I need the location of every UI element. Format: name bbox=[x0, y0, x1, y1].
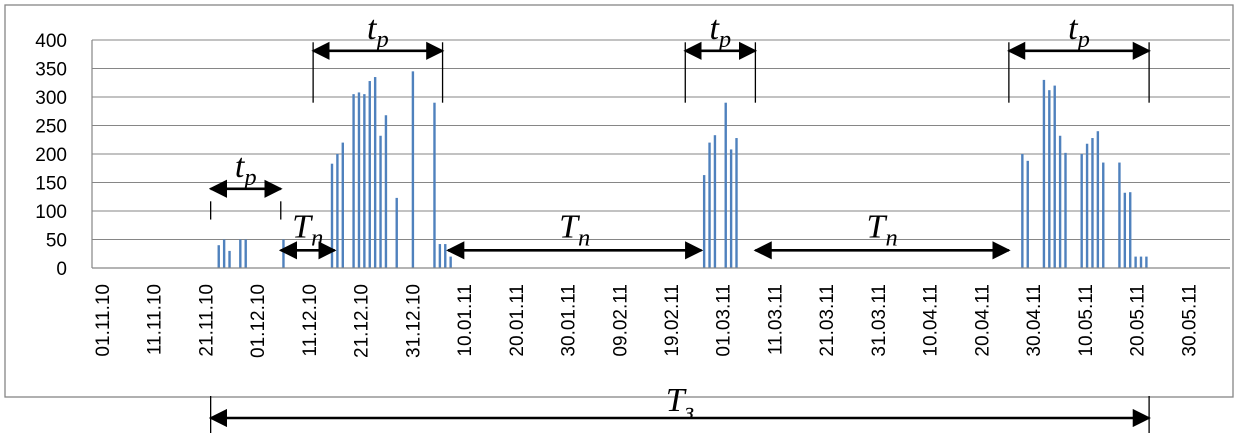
span-label: tp bbox=[709, 10, 731, 53]
x-axis-ticks: 01.11.10 11.11.10 21.11.10 01.12.10 11.12.10… bbox=[93, 284, 1200, 358]
x-tick-label: 31.12.10 bbox=[403, 284, 424, 358]
bar bbox=[239, 239, 242, 268]
bar bbox=[1053, 85, 1056, 268]
y-tick-label: 50 bbox=[46, 231, 67, 252]
bar bbox=[433, 102, 436, 268]
bar bbox=[1091, 138, 1094, 268]
bar bbox=[724, 102, 727, 268]
x-tick-label: 01.11.10 bbox=[93, 284, 114, 357]
bar bbox=[1123, 192, 1127, 268]
y-tick-label: 350 bbox=[35, 60, 67, 81]
bar bbox=[702, 175, 706, 268]
bar bbox=[1102, 162, 1105, 268]
bar bbox=[1118, 162, 1121, 268]
y-tick-label: 250 bbox=[35, 117, 67, 138]
x-tick-label: 31.03.11 bbox=[869, 284, 890, 357]
total-period-label: Tз bbox=[666, 382, 694, 425]
bar bbox=[336, 154, 339, 268]
y-tick-label: 400 bbox=[35, 31, 67, 52]
y-tick-label: 0 bbox=[56, 259, 67, 280]
x-tick-label: 20.05.11 bbox=[1128, 284, 1149, 357]
x-tick-label: 11.11.10 bbox=[145, 284, 166, 355]
bar bbox=[438, 244, 442, 268]
bar bbox=[1145, 256, 1148, 268]
bar bbox=[1042, 79, 1046, 269]
span-label: Tn bbox=[292, 208, 323, 251]
x-tick-label: 30.01.11 bbox=[559, 284, 580, 357]
bar bbox=[282, 239, 285, 268]
x-tick-label: 30.04.11 bbox=[1024, 284, 1045, 357]
bar bbox=[1048, 90, 1051, 268]
gridlines bbox=[92, 39, 1230, 240]
bar bbox=[449, 256, 452, 268]
x-tick-label: 10.05.11 bbox=[1076, 284, 1097, 357]
bar bbox=[373, 77, 377, 268]
bar bbox=[341, 142, 344, 268]
bar bbox=[1026, 160, 1029, 268]
bar bbox=[729, 149, 733, 268]
x-tick-label: 11.12.10 bbox=[300, 284, 321, 357]
bar bbox=[1085, 143, 1089, 268]
bar bbox=[352, 94, 355, 269]
bar bbox=[222, 239, 226, 268]
bar bbox=[330, 163, 334, 268]
x-tick-label: 21.03.11 bbox=[817, 284, 838, 357]
x-tick-label: 11.03.11 bbox=[765, 284, 786, 355]
span-label: tp bbox=[235, 148, 257, 191]
bar bbox=[1129, 192, 1132, 268]
x-tick-label: 30.05.11 bbox=[1179, 284, 1200, 357]
bar bbox=[1058, 135, 1062, 268]
bar bbox=[217, 245, 220, 268]
bar bbox=[1096, 131, 1100, 268]
bar bbox=[1064, 152, 1067, 268]
span-label: Tn bbox=[867, 208, 898, 251]
bar bbox=[1021, 154, 1024, 268]
x-tick-label: 01.03.11 bbox=[714, 284, 735, 357]
x-tick-label: 20.04.11 bbox=[972, 284, 993, 357]
bar-series bbox=[217, 71, 1148, 269]
span-label: tp bbox=[1068, 10, 1090, 53]
bar bbox=[244, 239, 247, 268]
bar bbox=[735, 138, 738, 268]
period-annotations: tp tp tp tp Tn Tn Tn Tз bbox=[208, 10, 1151, 433]
bar bbox=[1080, 154, 1083, 268]
bar bbox=[228, 250, 231, 268]
x-tick-label: 01.12.10 bbox=[248, 284, 269, 358]
y-tick-label: 150 bbox=[35, 174, 67, 195]
bar bbox=[708, 142, 711, 268]
bar bbox=[1139, 256, 1143, 268]
x-tick-label: 19.02.11 bbox=[662, 284, 683, 357]
x-tick-label: 09.02.11 bbox=[610, 284, 631, 357]
bar bbox=[368, 81, 371, 268]
bar bbox=[1134, 256, 1137, 268]
bar bbox=[411, 71, 415, 268]
x-tick-label: 10.01.11 bbox=[455, 284, 476, 357]
bar bbox=[444, 244, 447, 268]
x-tick-label: 21.12.10 bbox=[352, 284, 373, 358]
bar bbox=[713, 135, 717, 268]
span-label: Tn bbox=[559, 208, 590, 251]
bar bbox=[357, 92, 361, 268]
axes bbox=[91, 40, 1230, 269]
y-tick-label: 300 bbox=[35, 88, 67, 109]
x-tick-label: 21.11.10 bbox=[196, 284, 217, 357]
bar bbox=[395, 197, 398, 268]
x-tick-label: 10.04.11 bbox=[921, 284, 942, 357]
bar bbox=[384, 115, 388, 269]
x-tick-label: 20.01.11 bbox=[507, 284, 528, 357]
span-label: tp bbox=[367, 10, 389, 53]
y-tick-label: 200 bbox=[35, 145, 67, 166]
bar bbox=[379, 135, 382, 268]
y-axis-ticks: 0 50 100 150 200 250 300 350 400 bbox=[35, 31, 67, 280]
y-tick-label: 100 bbox=[35, 202, 67, 223]
bar bbox=[363, 94, 366, 269]
